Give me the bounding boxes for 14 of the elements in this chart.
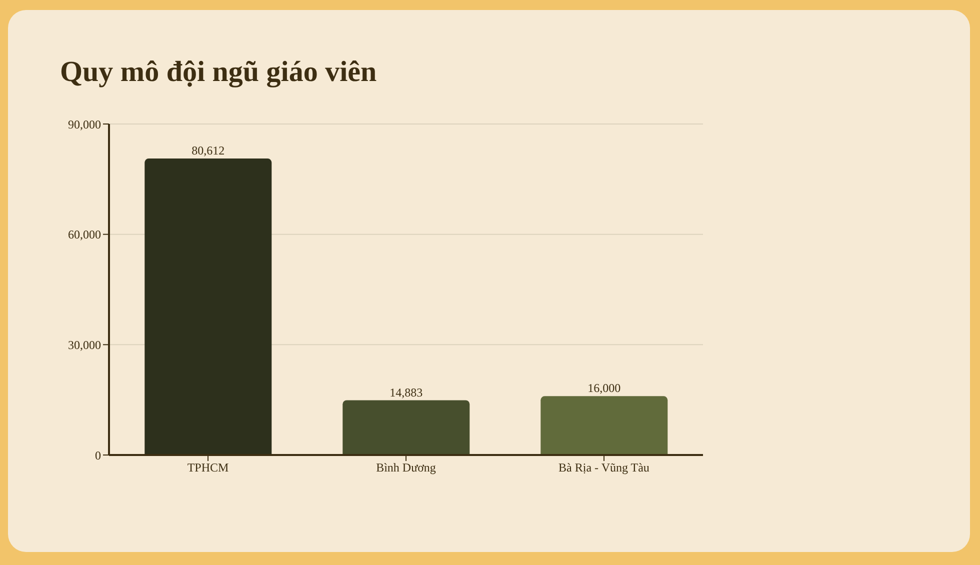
data-label: 14,883: [390, 385, 423, 400]
data-label: 16,000: [588, 381, 621, 396]
bar: [144, 158, 272, 455]
y-tick-label: 90,000: [68, 117, 101, 132]
bar: [540, 396, 668, 455]
x-tick-label: TPHCM: [187, 460, 229, 475]
bar: [342, 400, 470, 455]
x-tick-label: Bình Dương: [376, 460, 436, 475]
x-tick-label: Bà Rịa - Vũng Tàu: [558, 460, 650, 475]
data-label: 80,612: [192, 144, 225, 158]
chart-title: Quy mô đội ngũ giáo viên: [60, 56, 377, 89]
y-tick-label: 30,000: [68, 338, 101, 352]
y-tick-label: 60,000: [68, 228, 101, 242]
y-tick-label: 0: [95, 448, 101, 462]
